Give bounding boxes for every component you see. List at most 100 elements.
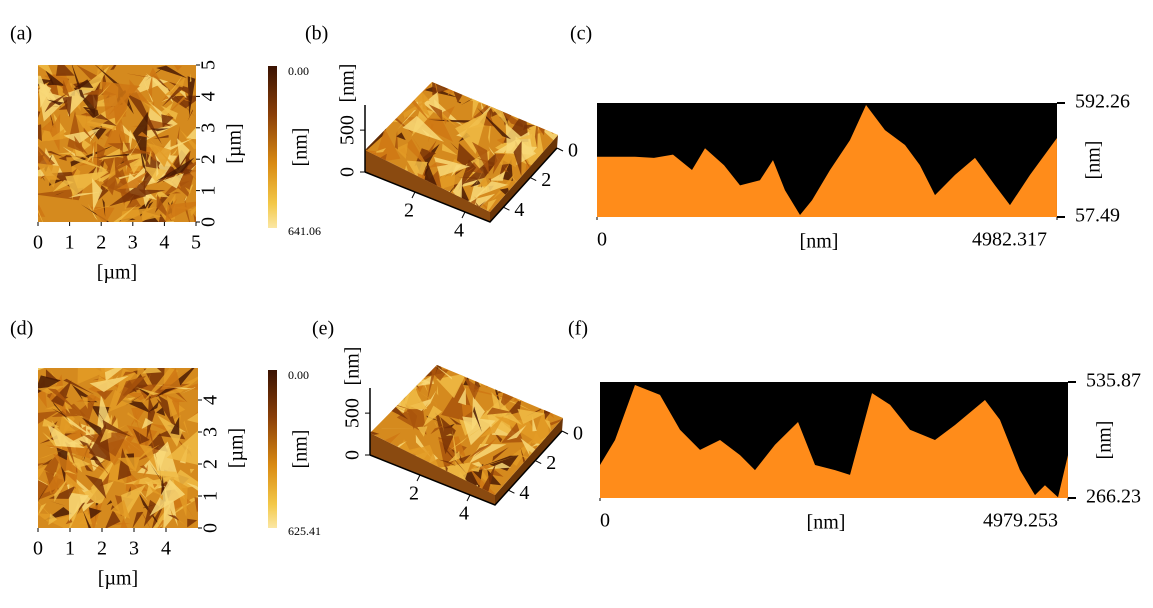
texture-facet <box>492 82 522 91</box>
texture-facet <box>95 65 126 94</box>
texture-facet <box>65 171 108 197</box>
texture-facet <box>378 199 391 212</box>
texture-facet <box>38 65 54 76</box>
texture-facet <box>370 365 393 396</box>
texture-facet <box>498 365 516 379</box>
texture-facet <box>116 375 147 407</box>
texture-facet <box>74 502 86 519</box>
texture-facet <box>384 392 392 411</box>
texture-facet <box>544 419 552 431</box>
y-axis-label: [nm] <box>1094 421 1116 460</box>
x-axis-label: [µm] <box>97 262 137 284</box>
texture-facet <box>475 167 485 185</box>
z-axis-label: [nm] <box>342 347 364 386</box>
texture-facet <box>377 413 383 423</box>
texture-facet <box>79 440 89 447</box>
texture-facet <box>436 373 467 399</box>
texture-facet <box>157 414 184 447</box>
texture-facet <box>135 409 143 447</box>
texture-facet <box>540 199 554 212</box>
texture-facet <box>171 400 180 418</box>
texture-facet <box>95 452 106 458</box>
texture-facet <box>485 198 497 212</box>
texture-facet <box>77 368 115 385</box>
texture-facet <box>457 159 477 192</box>
texture-facet <box>132 477 141 486</box>
texture-facet <box>38 368 45 371</box>
texture-facet <box>444 447 468 475</box>
texture-facet <box>121 148 153 154</box>
y-tick-label: 3 <box>200 427 222 437</box>
texture-facet <box>535 342 568 352</box>
texture-facet <box>143 504 156 509</box>
texture-facet <box>450 351 463 363</box>
texture-facet <box>64 441 76 468</box>
texture-facet <box>80 395 88 410</box>
x-tick <box>411 191 416 199</box>
texture-facet <box>185 187 192 194</box>
texture-facet <box>532 483 542 492</box>
texture-facet <box>159 494 163 501</box>
texture-facet <box>448 450 461 463</box>
texture-facet <box>411 365 417 374</box>
y-tick-label: 2 <box>198 154 220 164</box>
texture-facet <box>88 507 102 519</box>
texture-facet <box>82 510 92 528</box>
texture-facet <box>156 157 195 181</box>
texture-facet <box>53 475 58 485</box>
texture-facet <box>62 79 71 98</box>
texture-facet <box>115 177 121 185</box>
texture-facet <box>531 86 540 107</box>
texture-facet <box>530 97 544 103</box>
texture-facet <box>87 203 98 221</box>
y-tick <box>508 489 515 494</box>
texture-facet <box>518 84 528 119</box>
texture-facet <box>83 127 94 142</box>
x-axis-label: [nm] <box>807 512 846 534</box>
texture-facet <box>434 157 471 177</box>
texture-facet <box>94 483 97 514</box>
texture-facet <box>127 412 143 424</box>
texture-facet <box>534 472 553 495</box>
texture-facet <box>81 417 103 439</box>
texture-facet <box>105 509 121 528</box>
texture-facet <box>499 86 519 103</box>
texture-facet <box>113 204 139 222</box>
texture-facet <box>450 164 462 177</box>
x-tick <box>416 474 421 482</box>
texture-facet <box>42 418 60 427</box>
texture-facet <box>481 455 518 467</box>
texture-facet <box>71 384 98 403</box>
texture-facet <box>132 111 149 163</box>
y-axis-label: [µm] <box>224 123 246 163</box>
texture-facet <box>148 425 157 461</box>
panel-label: (a) <box>10 23 32 45</box>
x-tick-label: 0 <box>33 538 43 560</box>
x-tick <box>461 211 466 219</box>
texture-facet <box>38 111 41 118</box>
texture-facet <box>55 65 75 76</box>
texture-facet <box>189 468 195 474</box>
texture-facet <box>430 425 445 435</box>
texture-facet <box>431 365 453 380</box>
texture-facet <box>487 82 511 99</box>
texture-facet <box>38 204 46 217</box>
z-tick-label: 0 <box>342 450 364 460</box>
texture-facet <box>165 201 196 222</box>
texture-facet <box>69 153 110 172</box>
texture-facet <box>441 143 458 156</box>
texture-facet <box>168 81 191 96</box>
texture-facet <box>63 128 101 144</box>
texture-facet <box>135 386 152 399</box>
texture-facet <box>117 447 132 480</box>
texture-facet <box>540 82 553 91</box>
texture-facet <box>190 164 196 180</box>
texture-facet <box>534 82 544 85</box>
texture-facet <box>132 428 150 445</box>
texture-facet <box>176 138 190 166</box>
texture-facet <box>81 459 104 472</box>
texture-facet <box>161 92 187 121</box>
texture-facet <box>370 431 380 437</box>
texture-facet <box>85 474 107 499</box>
texture-facet <box>142 166 167 183</box>
